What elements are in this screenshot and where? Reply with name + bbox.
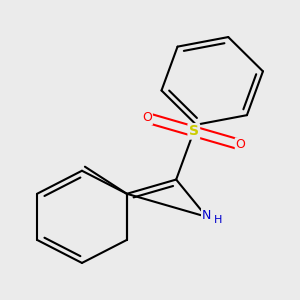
Text: H: H [214, 215, 222, 225]
Text: S: S [189, 124, 199, 138]
Text: N: N [202, 209, 211, 222]
Text: O: O [142, 111, 152, 124]
Text: O: O [236, 138, 246, 152]
